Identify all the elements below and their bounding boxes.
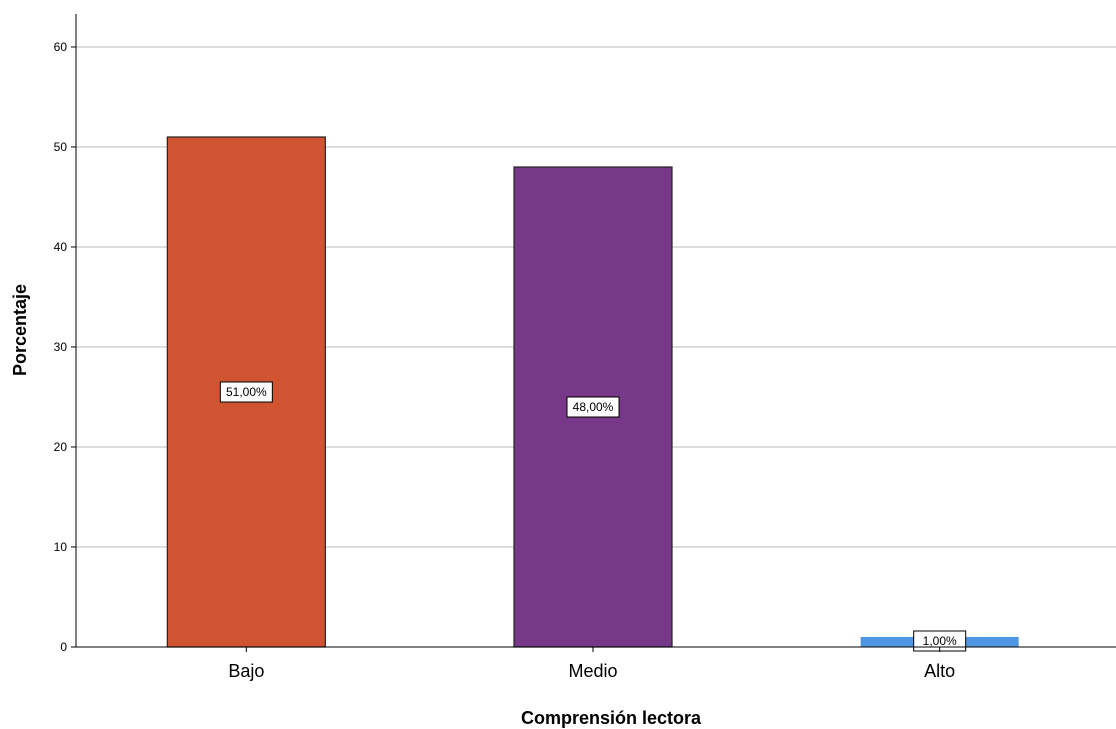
data-label-box: [219, 381, 273, 403]
data-label-text: 51,00%: [226, 385, 267, 399]
data-label-box: [566, 396, 620, 418]
data-labels: 51,00% 48,00% 1,00%: [219, 381, 967, 652]
x-tick-label: Bajo: [228, 661, 264, 681]
bars: [166, 136, 1019, 648]
y-tick-label: 20: [54, 440, 68, 454]
x-axis-ticks: Bajo Medio Alto: [228, 647, 955, 681]
y-tick-label: 50: [54, 140, 68, 154]
data-label-medio: 48,00%: [566, 396, 620, 418]
y-tick-label: 30: [54, 340, 68, 354]
data-label-alto: 1,00%: [913, 630, 967, 652]
x-axis-title: Comprensión lectora: [521, 708, 702, 728]
data-label-bajo: 51,00%: [219, 381, 273, 403]
y-tick-label: 40: [54, 240, 68, 254]
y-axis-title: Porcentaje: [10, 284, 30, 376]
y-tick-label: 0: [60, 640, 67, 654]
y-axis-ticks: 0 10 20 30 40 50 60: [54, 40, 76, 654]
data-label-text: 48,00%: [573, 400, 614, 414]
data-label-text: 1,00%: [923, 634, 957, 648]
x-tick-label: Medio: [568, 661, 617, 681]
x-tick-label: Alto: [924, 661, 955, 681]
y-tick-label: 60: [54, 40, 68, 54]
y-tick-label: 10: [54, 540, 68, 554]
